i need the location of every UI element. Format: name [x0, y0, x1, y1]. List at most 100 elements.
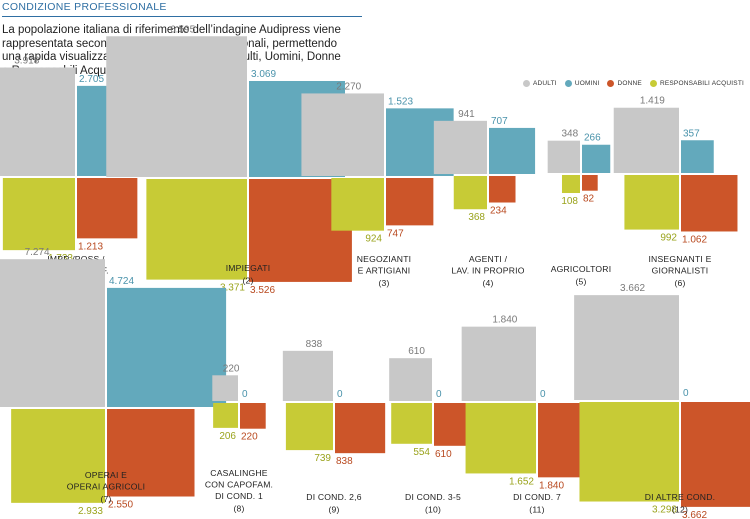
legend-label-uomini: UOMINI	[574, 80, 600, 87]
category-label-8: CASALINGHE	[210, 468, 267, 478]
square-uomini-5	[582, 144, 611, 173]
category-label-6: GIORNALISTI	[652, 266, 709, 276]
category-label-6: INSEGNANTI E	[648, 254, 711, 264]
legend-swatch-responsabili	[649, 80, 657, 87]
legend-swatch-adulti	[522, 80, 530, 87]
legend-item-adulti: ADULTI	[522, 80, 557, 87]
square-donne-12	[681, 402, 750, 507]
value-adulti-9: 838	[306, 339, 323, 350]
square-donne-6	[681, 175, 738, 232]
legend-swatch-uomini	[564, 80, 572, 87]
category-label-8: CON CAPOFAM.	[205, 480, 273, 490]
value-adulti-4: 941	[458, 109, 475, 120]
category-number-11: (11)	[529, 505, 544, 515]
square-responsabili-8	[213, 403, 238, 428]
category-number-10: (10)	[425, 505, 441, 515]
square-adulti-1	[0, 67, 75, 176]
value-responsabili-7: 2.933	[78, 506, 103, 517]
category-label-3: E ARTIGIANI	[358, 266, 411, 276]
value-donne-3: 747	[387, 228, 404, 239]
category-label-9: DI COND. 2,6	[306, 492, 361, 502]
category-number-5: (5)	[575, 277, 586, 287]
square-responsabili-6	[624, 175, 679, 230]
category-label-7: OPERAI E	[85, 470, 127, 480]
value-uomini-12: 0	[683, 388, 689, 399]
value-uomini-9: 0	[337, 389, 343, 400]
category-number-12: (12)	[672, 505, 688, 515]
category-label-10: DI COND. 3-5	[405, 492, 461, 502]
square-uomini-6	[681, 140, 714, 173]
value-uomini-3: 1.523	[388, 96, 413, 107]
legend-label-responsabili: RESPONSABILI ACQUISTI	[659, 80, 744, 87]
value-responsabili-12: 3.298	[652, 505, 677, 516]
category-label-8: DI COND. 1	[215, 491, 263, 501]
value-adulti-12: 3.662	[620, 283, 645, 294]
legend-item-uomini: UOMINI	[564, 80, 600, 87]
value-responsabili-2: 3.371	[220, 283, 245, 294]
square-donne-8	[240, 403, 266, 429]
value-adulti-10: 610	[408, 346, 425, 357]
value-donne-12: 3.662	[682, 510, 707, 519]
value-responsabili-4: 368	[468, 212, 485, 223]
value-responsabili-5: 108	[561, 196, 578, 207]
value-donne-11: 1.840	[539, 480, 564, 491]
square-adulti-7	[0, 259, 105, 407]
page-title: CONDIZIONE PROFESSIONALE	[2, 1, 167, 13]
square-responsabili-2	[146, 179, 247, 280]
category-number-6: (6)	[674, 278, 685, 288]
value-adulti-11: 1.840	[492, 315, 517, 326]
square-uomini-7	[107, 287, 227, 407]
square-uomini-4	[489, 127, 536, 174]
value-uomini-4: 707	[491, 116, 508, 127]
category-number-3: (3)	[378, 278, 389, 288]
value-responsabili-8: 206	[219, 431, 236, 442]
value-uomini-7: 4.724	[109, 276, 134, 287]
value-donne-7: 2.550	[108, 500, 133, 511]
square-responsabili-9	[285, 403, 333, 451]
square-adulti-8	[212, 375, 238, 401]
square-adulti-3	[301, 93, 384, 176]
value-uomini-1: 2.705	[79, 74, 104, 85]
square-donne-4	[489, 176, 516, 203]
value-uomini-5: 266	[584, 133, 601, 144]
square-responsabili-12	[579, 402, 679, 502]
value-responsabili-1: 1.733	[48, 253, 73, 264]
value-responsabili-9: 739	[314, 453, 331, 464]
square-responsabili-4	[453, 176, 487, 210]
square-adulti-12	[574, 295, 679, 400]
legend-swatch-donne	[607, 80, 615, 87]
value-responsabili-11: 1.652	[509, 476, 534, 487]
value-adulti-3: 2.270	[336, 81, 361, 92]
value-uomini-2: 3.069	[251, 69, 276, 80]
legend-label-adulti: ADULTI	[532, 80, 557, 87]
category-label-3: NEGOZIANTI	[357, 254, 412, 264]
category-number-7: (7)	[100, 494, 111, 504]
square-adulti-6	[613, 107, 679, 173]
category-label-12: DI ALTRE COND.	[645, 492, 715, 502]
category-label-2: IMPIEGATI	[226, 263, 271, 273]
value-donne-5: 82	[583, 194, 595, 205]
square-responsabili-7	[11, 409, 106, 503]
category-number-2: (2)	[242, 276, 253, 286]
square-adulti-10	[389, 358, 432, 401]
category-number-4: (4)	[482, 278, 493, 288]
category-label-11: DI COND. 7	[513, 492, 561, 502]
square-adulti-2	[106, 36, 247, 177]
square-donne-3	[386, 178, 434, 226]
legend-item-donne: DONNE	[607, 80, 642, 87]
square-donne-1	[77, 178, 138, 239]
value-adulti-6: 1.419	[640, 96, 665, 107]
square-responsabili-11	[465, 403, 536, 474]
square-responsabili-1	[2, 178, 76, 251]
value-donne-10: 610	[435, 449, 452, 460]
value-responsabili-3: 924	[365, 234, 382, 245]
category-label-1: IMPR./POSS./	[47, 254, 105, 264]
value-adulti-2: 6.595	[170, 24, 195, 35]
category-label-5: AGRICOLTORI	[551, 264, 612, 274]
legend-label-donne: DONNE	[617, 80, 642, 87]
value-adulti-8: 220	[223, 363, 240, 374]
square-adulti-4	[433, 120, 487, 174]
value-adulti-7: 7.274	[25, 247, 50, 258]
square-adulti-11	[461, 326, 536, 401]
